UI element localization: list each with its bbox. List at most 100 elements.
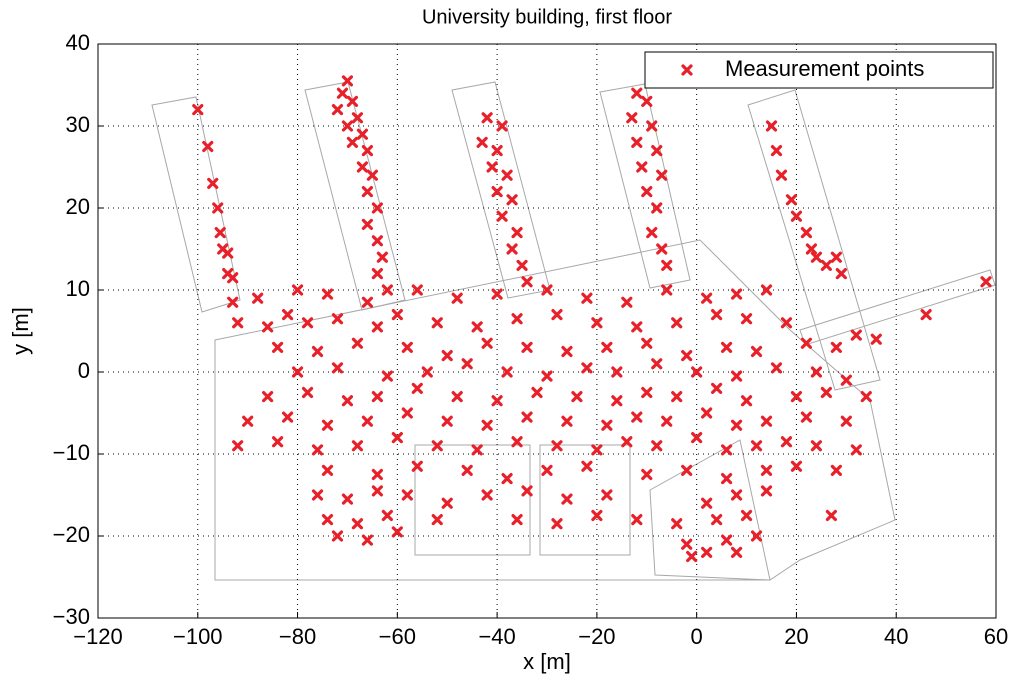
point: [441, 497, 453, 509]
point: [531, 386, 543, 399]
point: [356, 161, 369, 173]
point: [551, 309, 563, 321]
y-tick-label: −20: [53, 522, 90, 547]
point: [481, 489, 493, 501]
point: [920, 309, 932, 321]
point: [331, 362, 344, 374]
point: [451, 292, 463, 304]
point: [711, 309, 723, 321]
point: [780, 436, 793, 448]
point: [506, 194, 518, 206]
point: [401, 341, 413, 353]
point: [421, 366, 433, 378]
point: [361, 296, 373, 308]
point: [830, 251, 842, 263]
point: [656, 243, 668, 255]
point: [351, 112, 364, 124]
point: [371, 468, 383, 481]
point: [501, 366, 513, 378]
point: [591, 444, 603, 456]
x-tick-label: 60: [984, 624, 1008, 649]
point: [720, 473, 733, 485]
point: [601, 489, 613, 501]
y-tick-label: 30: [66, 112, 90, 137]
point: [381, 370, 393, 382]
point: [351, 440, 364, 452]
point: [641, 337, 653, 349]
point: [346, 136, 359, 148]
point: [331, 103, 344, 116]
point: [850, 444, 862, 456]
point: [631, 136, 643, 148]
point: [671, 391, 683, 403]
point: [361, 145, 373, 157]
point: [214, 227, 226, 239]
point: [720, 534, 733, 546]
point: [232, 317, 244, 329]
point: [391, 526, 403, 538]
point: [321, 288, 334, 300]
point: [691, 366, 703, 378]
point: [760, 464, 773, 476]
point: [511, 436, 523, 448]
point: [376, 251, 388, 263]
point: [636, 161, 648, 173]
point: [431, 440, 443, 452]
point: [681, 464, 693, 476]
point: [601, 341, 613, 353]
point: [750, 440, 763, 452]
point: [800, 337, 813, 349]
point: [391, 432, 403, 444]
point: [272, 436, 284, 448]
point: [571, 391, 583, 403]
point: [516, 259, 528, 271]
point: [476, 136, 488, 148]
point: [321, 419, 334, 431]
x-tick-label: −120: [73, 624, 123, 649]
point: [471, 444, 483, 456]
point: [491, 395, 503, 407]
point: [730, 370, 743, 382]
point: [611, 366, 623, 378]
point: [646, 120, 658, 132]
point: [411, 460, 423, 472]
point: [740, 509, 753, 522]
point: [810, 440, 823, 452]
plot-frame: [97, 43, 997, 619]
x-tick-label: −20: [578, 624, 615, 649]
point: [601, 419, 613, 431]
point: [431, 513, 443, 526]
point: [790, 391, 803, 403]
point: [541, 284, 553, 296]
point: [760, 415, 773, 427]
point: [825, 509, 837, 522]
point: [611, 395, 623, 407]
point: [212, 202, 224, 214]
x-tick-label: −80: [279, 624, 316, 649]
point: [501, 169, 513, 181]
point: [591, 317, 603, 329]
point: [820, 386, 832, 399]
y-tick-label: −30: [53, 604, 90, 629]
point: [311, 345, 324, 358]
point: [451, 391, 463, 403]
point: [371, 268, 383, 280]
point: [750, 530, 763, 542]
point: [321, 513, 334, 526]
point: [765, 120, 778, 132]
point: [461, 464, 473, 476]
point: [371, 202, 383, 214]
point: [770, 145, 783, 157]
point: [491, 145, 503, 157]
point: [581, 292, 593, 304]
point: [711, 513, 723, 526]
point: [331, 313, 344, 325]
point: [830, 464, 842, 476]
point: [371, 321, 383, 333]
point: [232, 440, 244, 452]
point: [401, 489, 413, 501]
x-tick-label: −100: [173, 624, 223, 649]
point: [541, 370, 553, 382]
point: [401, 407, 413, 419]
point: [980, 276, 992, 288]
